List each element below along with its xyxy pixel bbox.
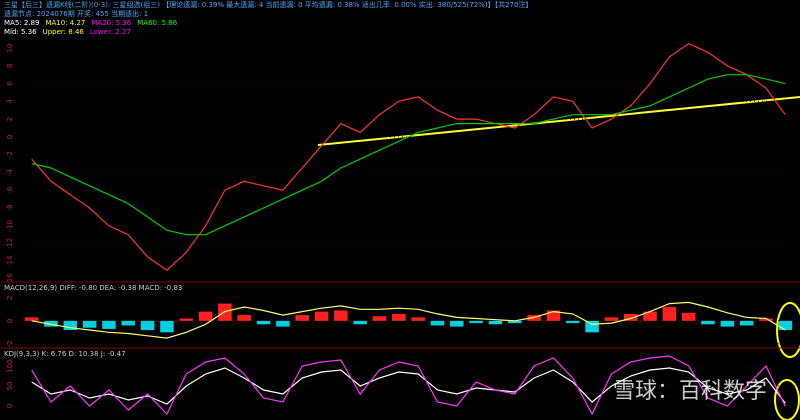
y-tick-label: 0 bbox=[6, 319, 14, 323]
series-line bbox=[31, 301, 786, 339]
y-tick-label: -2 bbox=[6, 340, 14, 347]
bar bbox=[334, 310, 348, 321]
indicator-label: MA20: 5.36 bbox=[91, 19, 131, 27]
bar bbox=[546, 310, 561, 321]
bar bbox=[701, 320, 715, 325]
bar bbox=[179, 318, 194, 321]
y-tick-label: -2 bbox=[6, 151, 14, 158]
bar bbox=[450, 320, 464, 327]
bar bbox=[681, 312, 696, 321]
bar bbox=[430, 320, 445, 326]
watermark: 雪球：百科数字 bbox=[613, 379, 767, 404]
bar bbox=[488, 320, 503, 325]
series-line bbox=[31, 367, 786, 405]
indicator-label: Mid: 5.36 bbox=[4, 28, 37, 36]
panel-title: KDJ(9,3,3) K: 6.76 D: 10.38 J: -0.47 bbox=[4, 350, 126, 358]
y-tick-label: -14 bbox=[6, 255, 14, 267]
panel-title: MACD(12,26,9) DIFF: -0.80 DEA: -0.38 MAC… bbox=[4, 284, 182, 292]
bar bbox=[565, 320, 580, 324]
bar bbox=[295, 315, 309, 321]
highlight-ellipse bbox=[774, 379, 800, 420]
indicator-label: MA10: 4.27 bbox=[45, 19, 85, 27]
indicator-label: MA60: 5.86 bbox=[137, 19, 177, 27]
y-tick-label: 0 bbox=[6, 135, 14, 139]
y-tick-label: 8 bbox=[6, 64, 14, 68]
header-line: 三星【后三】遗漏K线(二阶)(0-3): 三星组选(组三) 【理论遗漏: 0.3… bbox=[4, 0, 532, 9]
bar bbox=[198, 311, 213, 321]
y-tick-label: 100 bbox=[6, 359, 14, 372]
bar bbox=[662, 307, 677, 321]
bar bbox=[643, 311, 657, 321]
y-tick-label: 6 bbox=[6, 81, 14, 86]
series-line bbox=[31, 42, 786, 271]
y-tick-label: 4 bbox=[6, 99, 14, 104]
bar bbox=[353, 320, 367, 325]
y-tick-label: 50 bbox=[6, 382, 14, 391]
bar bbox=[237, 315, 252, 321]
bar bbox=[720, 320, 735, 327]
bar bbox=[372, 316, 387, 321]
bar bbox=[759, 318, 773, 321]
y-tick-label: 2 bbox=[6, 296, 14, 300]
bar bbox=[314, 311, 329, 321]
bar bbox=[140, 320, 155, 331]
indicator-label: Lower: 2.27 bbox=[90, 28, 131, 36]
header-line: 遗漏节点: 2024076期 开奖: 455 当期遗出: 1 bbox=[4, 9, 148, 18]
bar bbox=[778, 320, 793, 331]
bar bbox=[82, 320, 97, 328]
bar bbox=[508, 320, 522, 324]
highlight-ellipse bbox=[776, 302, 800, 358]
indicator-label: Upper: 8.46 bbox=[43, 28, 85, 36]
y-tick-label: -4 bbox=[6, 168, 14, 176]
bar bbox=[739, 320, 754, 326]
y-tick-label: -8 bbox=[6, 205, 14, 212]
bar bbox=[121, 320, 136, 326]
y-tick-label: -6 bbox=[6, 186, 14, 194]
indicator-label: MA5: 2.89 bbox=[4, 19, 39, 27]
bar bbox=[585, 320, 599, 333]
bar bbox=[469, 320, 483, 324]
bar bbox=[623, 313, 638, 321]
bar bbox=[392, 313, 406, 321]
bar bbox=[256, 320, 271, 325]
bar bbox=[411, 317, 425, 321]
bar bbox=[63, 320, 78, 331]
series-line bbox=[31, 355, 786, 416]
y-tick-label: 10 bbox=[6, 44, 14, 53]
y-tick-label: -10 bbox=[6, 220, 14, 231]
y-tick-label: -12 bbox=[6, 238, 14, 249]
bar bbox=[24, 317, 39, 321]
bar bbox=[160, 320, 174, 333]
y-tick-label: 2 bbox=[6, 117, 14, 121]
y-tick-label: -16 bbox=[6, 273, 14, 285]
bar bbox=[102, 320, 116, 329]
y-tick-label: 0 bbox=[6, 404, 14, 408]
bar bbox=[604, 317, 619, 321]
series-line bbox=[31, 74, 786, 236]
bar bbox=[276, 320, 290, 327]
